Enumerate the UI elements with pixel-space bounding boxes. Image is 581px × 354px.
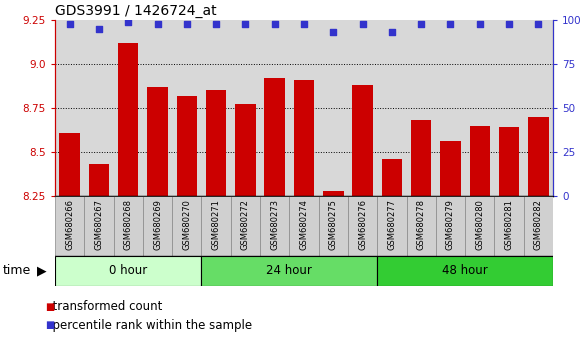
Bar bbox=[118, 43, 138, 196]
Text: 0 hour: 0 hour bbox=[109, 264, 148, 278]
Text: GSM680270: GSM680270 bbox=[182, 199, 191, 250]
Text: 24 hour: 24 hour bbox=[267, 264, 313, 278]
Bar bbox=[264, 78, 285, 196]
Bar bbox=[318, 196, 348, 256]
Bar bbox=[411, 120, 432, 196]
Point bbox=[94, 26, 103, 32]
Bar bbox=[469, 126, 490, 196]
Bar bbox=[289, 196, 318, 256]
Text: ▶: ▶ bbox=[37, 264, 46, 278]
Point bbox=[270, 21, 279, 26]
Text: percentile rank within the sample: percentile rank within the sample bbox=[45, 319, 252, 331]
Text: ■: ■ bbox=[45, 302, 54, 312]
Bar bbox=[260, 196, 289, 256]
Bar bbox=[114, 196, 143, 256]
Text: GSM680277: GSM680277 bbox=[388, 199, 396, 250]
Point bbox=[329, 29, 338, 35]
Bar bbox=[407, 196, 436, 256]
Bar bbox=[143, 196, 172, 256]
Text: ■: ■ bbox=[45, 320, 54, 330]
Point bbox=[446, 21, 455, 26]
Bar bbox=[352, 85, 373, 196]
Bar bbox=[55, 196, 84, 256]
Point bbox=[387, 29, 396, 35]
Bar bbox=[172, 196, 202, 256]
Text: GSM680281: GSM680281 bbox=[504, 199, 514, 250]
Text: transformed count: transformed count bbox=[45, 301, 162, 314]
Text: GDS3991 / 1426724_at: GDS3991 / 1426724_at bbox=[55, 4, 217, 18]
Text: GSM680267: GSM680267 bbox=[95, 199, 103, 250]
Point bbox=[504, 21, 514, 26]
Point bbox=[358, 21, 367, 26]
Text: time: time bbox=[3, 264, 31, 278]
Bar bbox=[348, 196, 377, 256]
Bar bbox=[528, 117, 548, 196]
Text: GSM680272: GSM680272 bbox=[241, 199, 250, 250]
Text: GSM680279: GSM680279 bbox=[446, 199, 455, 250]
Bar bbox=[202, 256, 377, 286]
Bar bbox=[177, 96, 197, 196]
Text: GSM680282: GSM680282 bbox=[534, 199, 543, 250]
Bar bbox=[59, 133, 80, 196]
Text: GSM680269: GSM680269 bbox=[153, 199, 162, 250]
Bar bbox=[465, 196, 494, 256]
Text: GSM680273: GSM680273 bbox=[270, 199, 279, 250]
Point bbox=[534, 21, 543, 26]
Point bbox=[153, 21, 162, 26]
Bar bbox=[523, 196, 553, 256]
Bar bbox=[55, 256, 202, 286]
Text: GSM680268: GSM680268 bbox=[124, 199, 132, 250]
Bar bbox=[84, 196, 114, 256]
Bar bbox=[377, 256, 553, 286]
Bar bbox=[235, 104, 256, 196]
Text: GSM680275: GSM680275 bbox=[329, 199, 338, 250]
Bar bbox=[323, 191, 343, 196]
Bar bbox=[499, 127, 519, 196]
Text: GSM680274: GSM680274 bbox=[299, 199, 309, 250]
Text: 48 hour: 48 hour bbox=[442, 264, 488, 278]
Text: GSM680276: GSM680276 bbox=[358, 199, 367, 250]
Bar bbox=[147, 87, 168, 196]
Bar bbox=[377, 196, 407, 256]
Bar bbox=[382, 159, 402, 196]
Point bbox=[299, 21, 309, 26]
Bar bbox=[436, 196, 465, 256]
Bar bbox=[440, 142, 461, 196]
Bar bbox=[206, 90, 227, 196]
Bar bbox=[202, 196, 231, 256]
Text: GSM680271: GSM680271 bbox=[211, 199, 221, 250]
Text: GSM680266: GSM680266 bbox=[65, 199, 74, 250]
Point bbox=[211, 21, 221, 26]
Point bbox=[417, 21, 426, 26]
Bar bbox=[494, 196, 523, 256]
Bar bbox=[89, 164, 109, 196]
Text: GSM680280: GSM680280 bbox=[475, 199, 485, 250]
Point bbox=[475, 21, 485, 26]
Bar bbox=[294, 80, 314, 196]
Point bbox=[241, 21, 250, 26]
Text: GSM680278: GSM680278 bbox=[417, 199, 426, 250]
Point bbox=[182, 21, 192, 26]
Point bbox=[124, 19, 133, 24]
Point bbox=[65, 21, 74, 26]
Bar bbox=[231, 196, 260, 256]
